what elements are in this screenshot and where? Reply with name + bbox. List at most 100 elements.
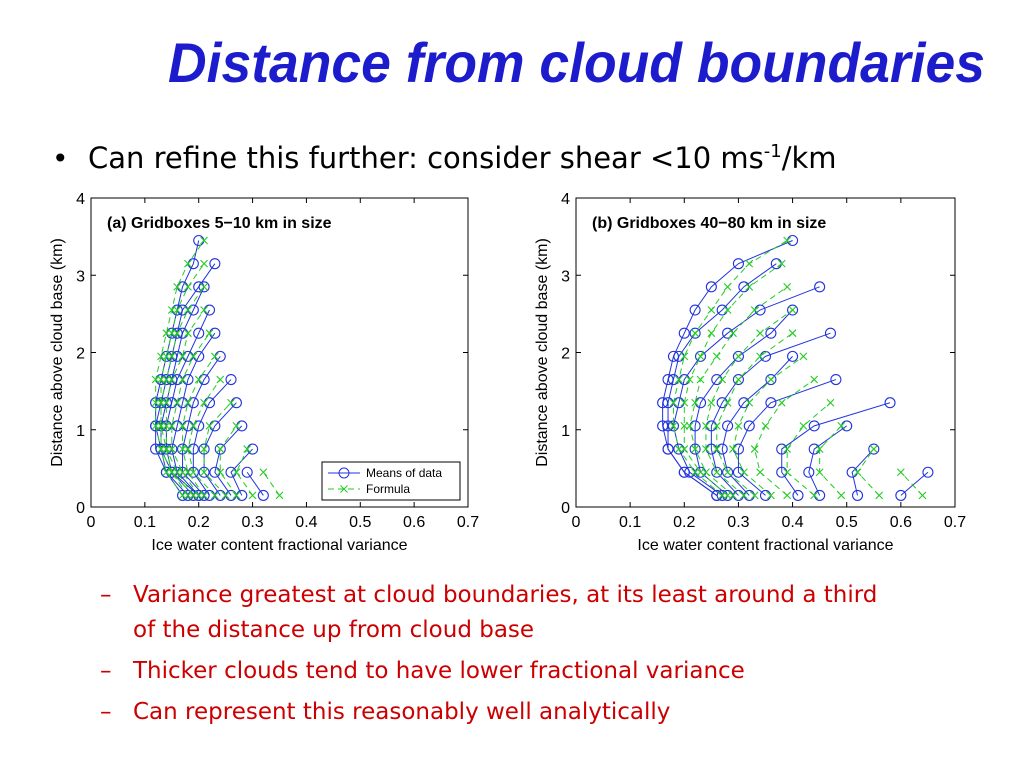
y-tick-label: 2 xyxy=(561,346,570,363)
marker xyxy=(824,327,837,339)
marker xyxy=(157,352,165,361)
series-line xyxy=(214,425,243,496)
marker xyxy=(788,306,797,314)
legend-label: Formula xyxy=(366,482,410,496)
x-tick-label: 0 xyxy=(572,514,581,531)
marker xyxy=(767,375,775,384)
marker xyxy=(200,445,208,453)
x-tick-label: 0.4 xyxy=(295,514,317,531)
marker xyxy=(198,443,210,455)
marker xyxy=(756,468,764,477)
marker xyxy=(783,282,792,291)
marker xyxy=(869,445,878,453)
marker xyxy=(200,236,208,245)
marker xyxy=(178,445,187,453)
bullet-dot: • xyxy=(52,142,69,175)
marker xyxy=(689,327,701,339)
marker xyxy=(803,466,815,478)
marker xyxy=(743,420,755,432)
marker xyxy=(756,329,764,338)
x-tick-label: 0.6 xyxy=(890,514,912,531)
marker xyxy=(788,329,797,338)
marker xyxy=(259,468,268,477)
x-tick-label: 0.2 xyxy=(673,514,695,531)
series-line xyxy=(786,402,831,496)
marker xyxy=(761,421,770,430)
marker xyxy=(702,445,710,453)
marker xyxy=(745,259,754,268)
marker xyxy=(783,236,792,245)
marker xyxy=(200,306,208,314)
marker xyxy=(674,445,683,453)
x-tick-label: 0.2 xyxy=(188,514,210,531)
y-tick-label: 3 xyxy=(76,268,85,285)
marker xyxy=(810,375,819,384)
chart: 0 0.1 0.2 0.3 0.4 0.5 0.6 0.7 0 1 2 3 4 Ice water con… xyxy=(49,191,479,554)
marker xyxy=(232,421,241,430)
marker xyxy=(694,350,707,362)
marker xyxy=(815,468,824,477)
x-tick-label: 0.6 xyxy=(403,514,425,531)
marker xyxy=(184,282,192,291)
series-line xyxy=(900,471,923,496)
sub-bullet-line: Thicker clouds tend to have lower fracti… xyxy=(132,658,745,684)
marker xyxy=(851,489,864,501)
series-line xyxy=(781,402,891,496)
marker xyxy=(243,445,252,453)
series-line xyxy=(705,309,793,496)
marker xyxy=(662,373,674,386)
marker xyxy=(696,375,705,384)
marker xyxy=(691,329,700,338)
series-line xyxy=(689,286,788,496)
marker xyxy=(205,329,214,338)
marker xyxy=(787,304,799,316)
marker xyxy=(184,329,192,338)
marker xyxy=(767,491,775,500)
series-line xyxy=(900,471,929,496)
x-tick-label: 0.5 xyxy=(349,514,371,531)
marker xyxy=(918,491,927,500)
marker xyxy=(756,352,764,361)
y-tick-label: 0 xyxy=(561,500,570,517)
marker xyxy=(205,421,214,430)
x-tick-label: 0.3 xyxy=(241,514,263,531)
series-line xyxy=(694,309,793,496)
sub-bullet-line: of the distance up from cloud base xyxy=(133,617,534,643)
marker xyxy=(815,445,824,453)
marker xyxy=(853,468,862,477)
marker xyxy=(221,491,230,500)
series-line xyxy=(219,425,237,496)
marker xyxy=(707,306,716,314)
marker xyxy=(667,350,680,362)
slide-title: Distance from cloud boundaries xyxy=(168,31,985,94)
marker xyxy=(745,282,754,291)
marker xyxy=(216,468,225,477)
chart-title: (b) Gridboxes 40−80 km in size xyxy=(592,215,826,232)
marker xyxy=(691,468,700,477)
marker xyxy=(669,421,678,430)
marker xyxy=(750,306,759,314)
y-axis-label: Distance above cloud base (km) xyxy=(49,238,66,467)
marker xyxy=(184,306,192,314)
marker xyxy=(210,352,219,361)
marker xyxy=(184,398,192,407)
marker xyxy=(712,445,721,453)
marker xyxy=(723,398,732,407)
marker xyxy=(209,258,221,270)
marker xyxy=(723,306,732,314)
y-tick-label: 1 xyxy=(561,423,570,440)
marker xyxy=(707,329,716,338)
marker xyxy=(689,304,701,316)
y-tick-label: 4 xyxy=(76,191,85,208)
dash: – xyxy=(100,658,112,684)
series-line xyxy=(716,332,793,496)
legend-marker xyxy=(340,485,348,493)
marker xyxy=(680,398,689,407)
plot-area xyxy=(90,197,469,508)
marker xyxy=(765,373,777,386)
marker xyxy=(729,445,737,453)
y-tick-label: 3 xyxy=(561,268,570,285)
marker xyxy=(200,282,208,291)
marker xyxy=(826,398,835,407)
